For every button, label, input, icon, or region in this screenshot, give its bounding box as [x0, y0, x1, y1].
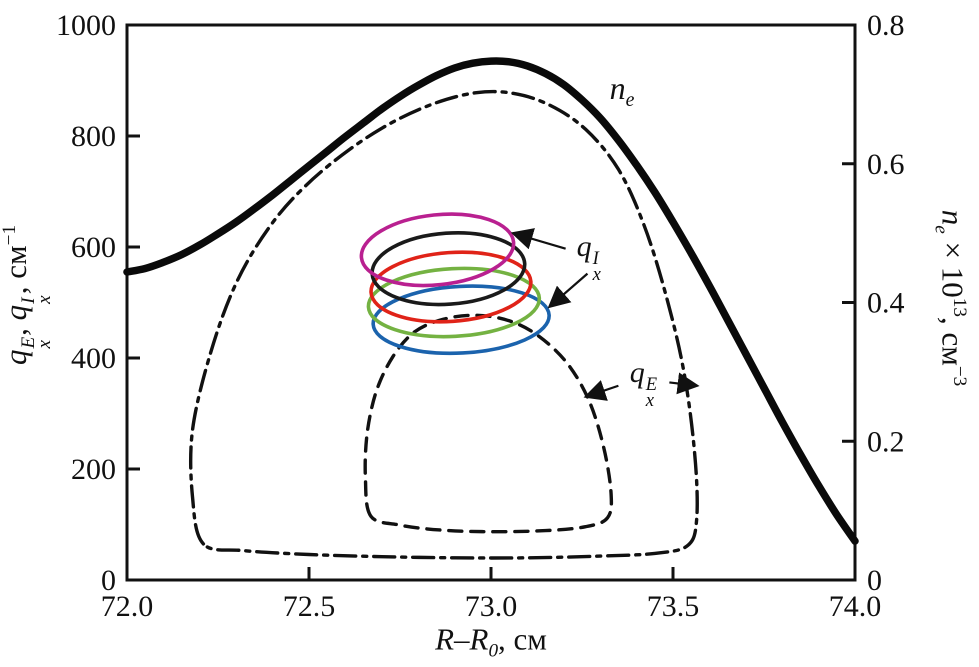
ne-label-sub: e [625, 88, 635, 111]
yr-exp: 13 [948, 297, 970, 317]
yl-unit: , см [0, 245, 34, 295]
y-right-tick-label: 0.6 [867, 148, 905, 181]
qxI-ellipse-green [366, 266, 542, 339]
y-right-tick-label: 0.8 [867, 9, 905, 42]
yr-unit: , см [935, 316, 971, 366]
y-left-tick-label: 200 [71, 453, 116, 486]
ne-curve [123, 57, 859, 545]
plot-frame [125, 23, 857, 582]
x-title-unit: , см [498, 621, 547, 657]
x-tick-label: 74.0 [829, 590, 882, 623]
x-title-sub: 0 [488, 640, 499, 662]
yl-unit-exp: −1 [0, 224, 20, 246]
yr-mult: × 10 [935, 233, 971, 298]
yl-q1: q [0, 349, 34, 366]
yr-n-sub: e [930, 225, 952, 234]
y-left-tick-label: 600 [71, 231, 116, 264]
y-right-tick-label: 0 [867, 564, 882, 597]
x-title-R1: R [435, 621, 454, 657]
qxE-dashdot-loop [188, 89, 699, 560]
qxI-ellipse-magenta [359, 212, 516, 288]
yl-q2-sub: x [34, 295, 56, 304]
qxE-label-sup: E [645, 373, 658, 395]
annotation-arrow [583, 380, 619, 401]
y-left-tick-label: 400 [71, 342, 116, 375]
x-tick-label: 72.5 [283, 590, 336, 623]
yr-n: n [935, 209, 971, 226]
x-title-dash: – [454, 621, 470, 657]
x-tick-label: 72.0 [101, 590, 154, 623]
y-right-tick-label: 0.2 [867, 425, 905, 458]
yr-unit-exp: −3 [948, 365, 970, 387]
y-right-tick-label: 0.4 [867, 287, 905, 320]
qxI-ellipse-red [369, 250, 533, 324]
annotation-arrow [510, 228, 566, 250]
yl-q1-sub: x [34, 340, 56, 349]
annotation-arrow [669, 372, 700, 395]
y-left-tick-label: 0 [101, 564, 116, 597]
yl-q2: q [0, 304, 34, 321]
x-title-R2: R [469, 621, 489, 657]
x-tick-label: 73.5 [647, 590, 700, 623]
qxE-label-sub: x [645, 389, 654, 411]
x-axis-title: R–R0, см [435, 621, 547, 662]
annotation-arrow [547, 272, 589, 309]
qxE-label-q: q [629, 356, 645, 390]
qxI-label-q: q [576, 230, 592, 264]
yl-sep: , [0, 320, 34, 336]
qxE-dashed-loop [363, 313, 614, 534]
ne-label-n: n [609, 69, 626, 106]
x-tick-label: 73.0 [465, 590, 518, 623]
ne-curve-label: ne [610, 69, 635, 111]
y-right-axis-title: ne × 1013, см−3 [929, 210, 970, 387]
qxI-label-sup: I [592, 247, 599, 269]
y-left-tick-label: 1000 [56, 9, 116, 42]
qxI-ellipse-blue [371, 284, 551, 356]
y-left-tick-label: 800 [71, 120, 116, 153]
qxI-label-sub: x [592, 263, 601, 285]
